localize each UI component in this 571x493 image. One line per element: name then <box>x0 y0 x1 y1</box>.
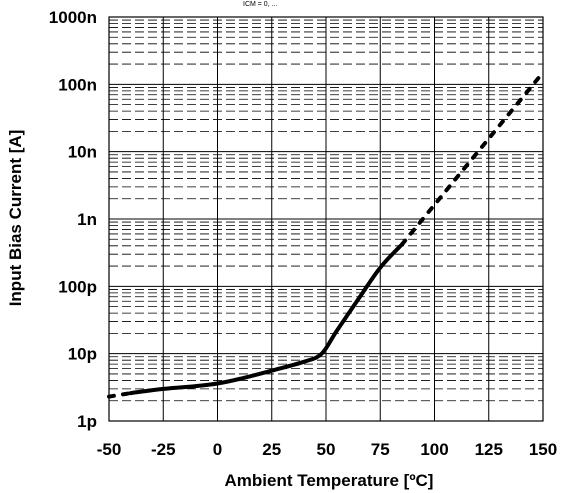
x-tick-label: -50 <box>97 440 122 459</box>
plot-frame <box>108 16 544 422</box>
grid-layer <box>109 17 543 421</box>
x-tick-label: 0 <box>213 440 222 459</box>
x-axis-title: Ambient Temperature [ºC] <box>225 471 434 490</box>
x-tick-label: 100 <box>420 440 448 459</box>
series-layer <box>107 70 545 399</box>
top-condition-note: ICM = 0, ... <box>243 1 277 8</box>
tick-layer: -50 -25 0 25 50 75 100 125 150 1p 10p 100p 1n 10n 100n… <box>49 8 557 459</box>
series-line-extrapolated <box>400 70 545 247</box>
x-tick-label: 25 <box>262 440 281 459</box>
x-tick-label: -25 <box>151 440 176 459</box>
x-tick-label: 75 <box>371 440 390 459</box>
y-tick-label: 100p <box>58 277 97 296</box>
x-tick-label: 150 <box>529 440 557 459</box>
series-line-extrapolated <box>107 391 133 399</box>
series-line-measured <box>128 242 404 396</box>
x-tick-label: 50 <box>317 440 336 459</box>
y-tick-label: 1000n <box>49 8 97 27</box>
y-tick-label: 1n <box>77 210 97 229</box>
y-axis-title: Input Bias Current [A] <box>6 130 25 307</box>
y-tick-label: 10n <box>68 143 97 162</box>
y-tick-label: 1p <box>77 412 97 431</box>
x-tick-label: 125 <box>475 440 503 459</box>
y-tick-label: 100n <box>58 75 97 94</box>
y-tick-label: 10p <box>68 345 97 364</box>
